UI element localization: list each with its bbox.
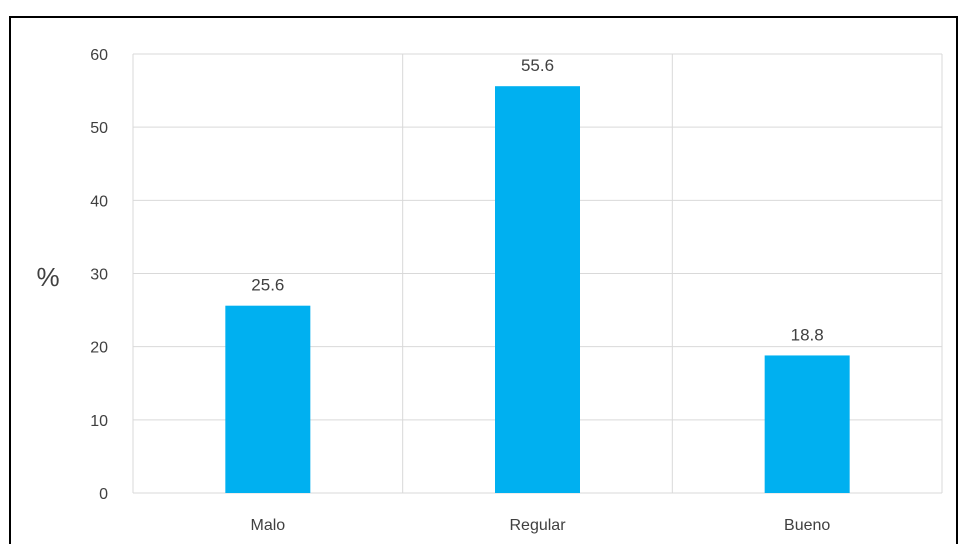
bar-regular xyxy=(495,86,580,494)
y-axis-label: % xyxy=(36,262,59,292)
y-tick-label: 30 xyxy=(90,267,108,284)
x-category-label: Regular xyxy=(509,517,566,534)
y-tick-label: 10 xyxy=(90,413,108,430)
data-label: 25.6 xyxy=(251,276,284,295)
y-tick-label: 20 xyxy=(90,340,108,357)
data-label: 18.8 xyxy=(791,325,824,344)
y-axis-ticks: 0 10 20 30 40 50 60 xyxy=(90,47,108,503)
x-axis-categories: Malo Regular Bueno xyxy=(250,517,830,534)
x-category-label: Bueno xyxy=(784,517,830,534)
x-category-label: Malo xyxy=(250,517,285,534)
bar-bueno xyxy=(764,355,850,493)
bar-malo xyxy=(225,305,311,493)
y-tick-label: 40 xyxy=(90,193,108,210)
bars xyxy=(225,86,850,494)
y-tick-label: 0 xyxy=(99,486,108,503)
data-labels: 25.6 55.6 18.8 xyxy=(251,56,823,344)
y-tick-label: 60 xyxy=(90,47,108,64)
data-label: 55.6 xyxy=(521,56,554,75)
y-tick-label: 50 xyxy=(90,120,108,137)
